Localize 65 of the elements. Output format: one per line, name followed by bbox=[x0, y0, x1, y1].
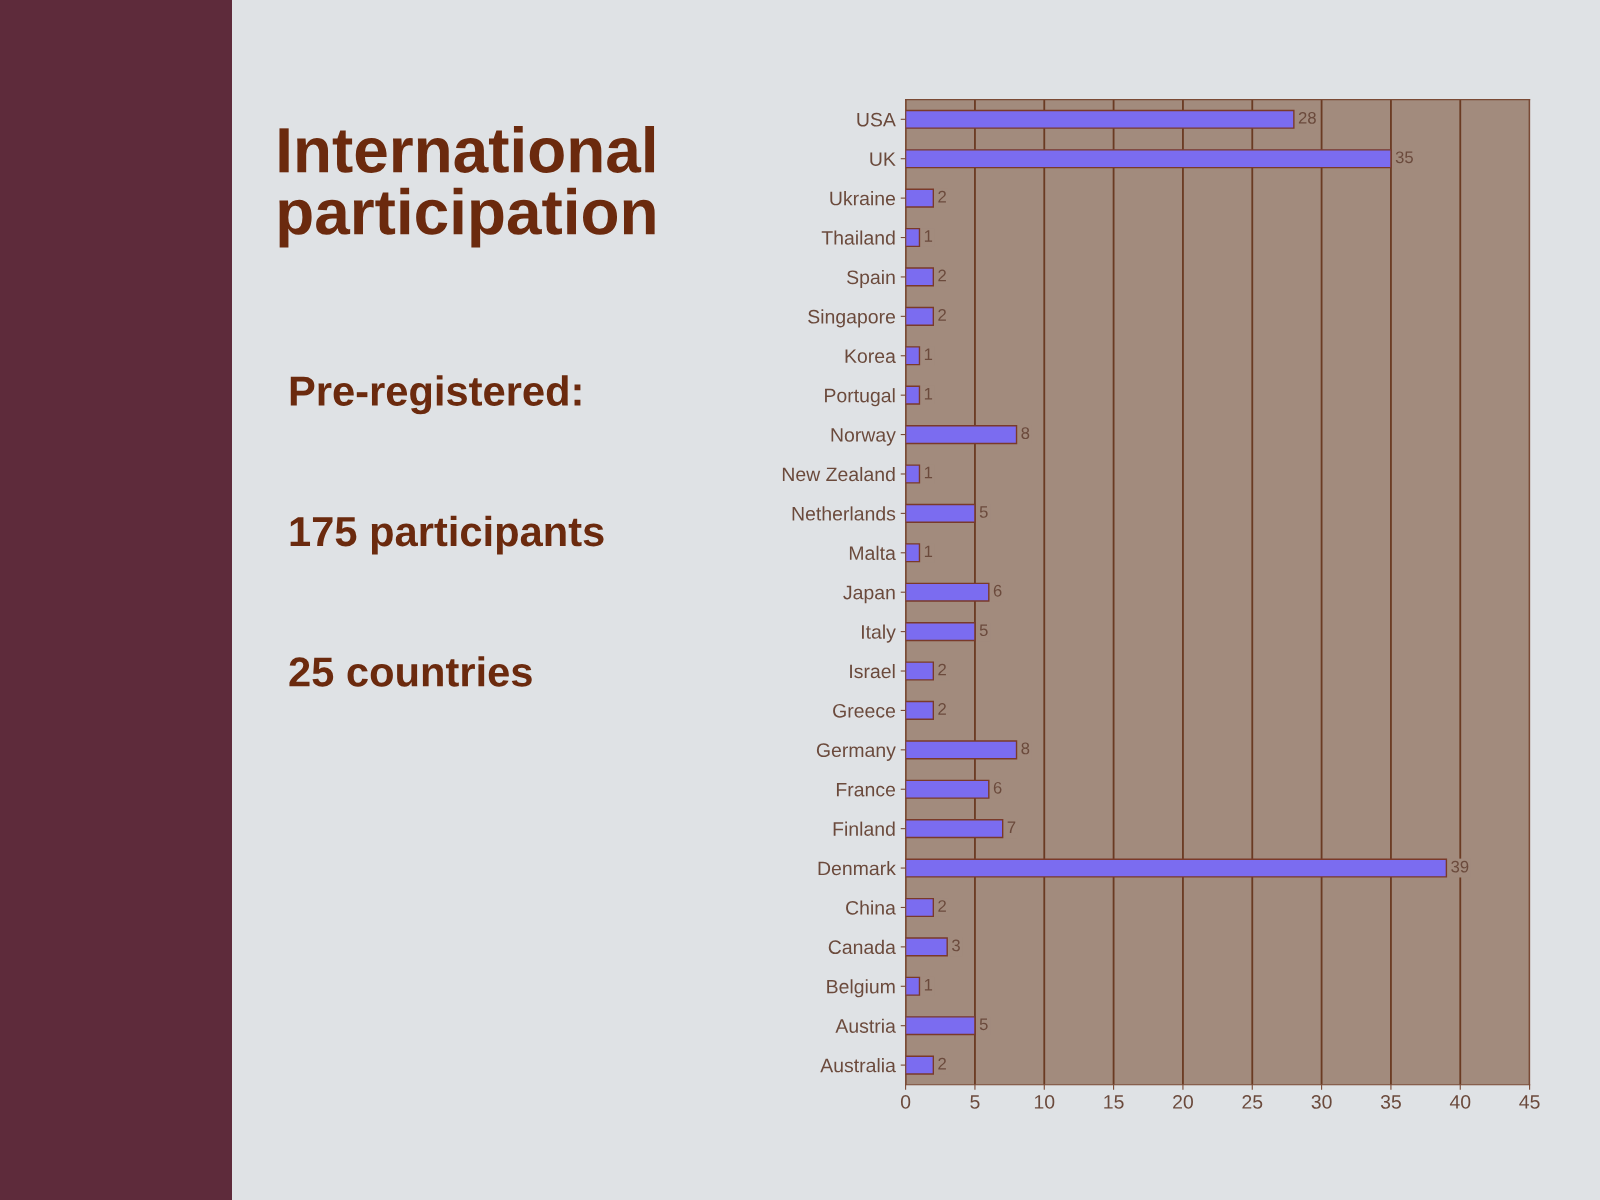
y-tick-label: Italy bbox=[862, 624, 896, 643]
y-tick-label: New Zealand bbox=[782, 466, 895, 482]
y-tick-label: Netherlands bbox=[792, 506, 896, 521]
y-tick-label: Greece bbox=[833, 703, 896, 718]
y-tick-label: UK bbox=[870, 152, 896, 166]
data-label: 6 bbox=[993, 781, 1002, 794]
x-tick-label: 20 bbox=[1173, 1095, 1193, 1109]
x-tick-label: 0 bbox=[900, 1095, 911, 1109]
text: 25 countries bbox=[289, 656, 532, 687]
data-label: 8 bbox=[1021, 742, 1030, 755]
y-tick-label: France bbox=[836, 782, 896, 797]
y-tick-label: Canada bbox=[828, 939, 896, 955]
data-label: 5 bbox=[979, 506, 988, 518]
data-label: 5 bbox=[979, 1018, 988, 1031]
data-label: 2 bbox=[938, 190, 946, 203]
y-tick-label: Singapore bbox=[808, 309, 896, 328]
text: Pre-registered: bbox=[290, 375, 581, 415]
data-label: 1 bbox=[924, 466, 933, 479]
y-tick-label: Denmark bbox=[818, 861, 896, 876]
text: 175 participants bbox=[290, 515, 604, 555]
y-tick-label: Finland bbox=[833, 821, 895, 836]
data-label: 8 bbox=[1021, 427, 1030, 440]
y-tick-label: Japan bbox=[843, 585, 895, 604]
data-label: 35 bbox=[1395, 151, 1413, 164]
data-label: 1 bbox=[924, 979, 933, 991]
x-tick-label: 10 bbox=[1034, 1095, 1055, 1109]
y-tick-label: Norway bbox=[831, 428, 896, 446]
data-label: 28 bbox=[1298, 111, 1316, 124]
y-tick-label: Australia bbox=[820, 1058, 896, 1073]
y-tick-label: Israel bbox=[850, 663, 895, 679]
x-tick-label: 30 bbox=[1311, 1095, 1332, 1109]
y-tick-label: Portugal bbox=[825, 388, 895, 407]
data-label: 6 bbox=[993, 584, 1002, 597]
data-label: 7 bbox=[1007, 821, 1016, 833]
data-label: 3 bbox=[952, 939, 960, 952]
data-label: 2 bbox=[938, 900, 946, 912]
data-label: 1 bbox=[924, 348, 933, 361]
x-tick-label: 25 bbox=[1242, 1095, 1263, 1109]
data-label: 5 bbox=[979, 624, 988, 637]
x-tick-label: 5 bbox=[970, 1095, 980, 1109]
x-tick-label: 45 bbox=[1519, 1095, 1540, 1109]
data-label: 1 bbox=[924, 230, 933, 242]
y-tick-label: Malta bbox=[849, 545, 896, 561]
data-label: 2 bbox=[938, 663, 946, 676]
data-label: 2 bbox=[938, 1057, 946, 1070]
data-label: 2 bbox=[938, 269, 946, 282]
y-tick-label: Ukraine bbox=[830, 191, 896, 206]
y-tick-label: Korea bbox=[845, 349, 896, 363]
y-tick-label: Spain bbox=[847, 269, 895, 289]
data-label: 39 bbox=[1451, 860, 1469, 873]
y-tick-label: USA bbox=[857, 112, 896, 127]
y-tick-label: China bbox=[846, 900, 896, 915]
x-tick-label: 40 bbox=[1449, 1095, 1471, 1109]
data-label: 2 bbox=[938, 703, 946, 715]
bar bbox=[905, 858, 1448, 878]
y-tick-label: Belgium bbox=[827, 979, 895, 998]
x-tick-label: 15 bbox=[1104, 1095, 1124, 1109]
data-label: 1 bbox=[924, 388, 933, 400]
y-tick-label: Thailand bbox=[821, 230, 895, 245]
data-label: 1 bbox=[924, 545, 933, 558]
data-label: 2 bbox=[938, 309, 946, 321]
y-tick-label: Austria bbox=[835, 1018, 896, 1033]
x-tick-label: 35 bbox=[1380, 1095, 1401, 1109]
text: International participation bbox=[279, 126, 655, 248]
y-tick-label: Germany bbox=[816, 743, 896, 761]
